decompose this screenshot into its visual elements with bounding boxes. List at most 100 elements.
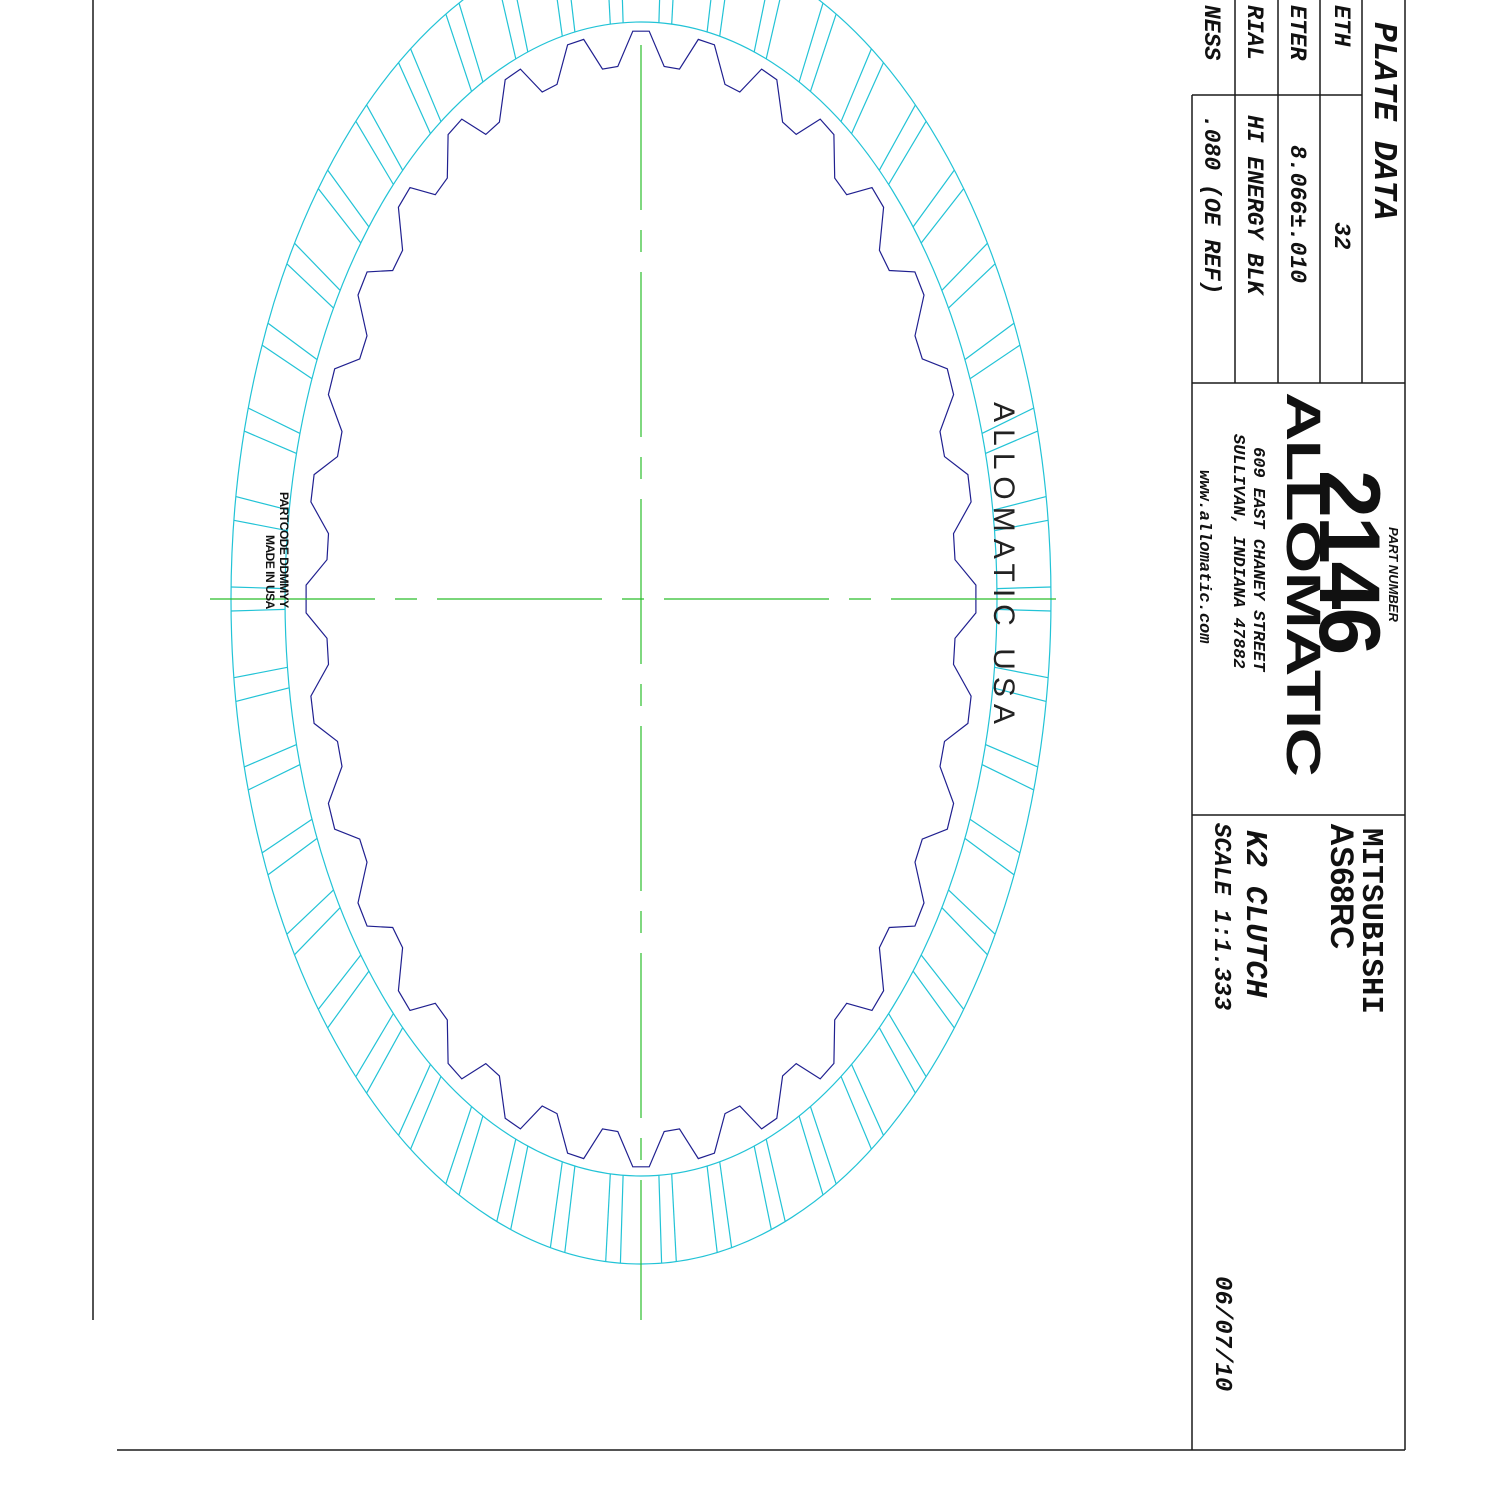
friction-groove-line bbox=[994, 519, 1049, 532]
center-lines bbox=[210, 45, 1073, 1320]
friction-groove-line bbox=[878, 1027, 916, 1094]
plate-data-value-material: HI ENERGY BLK bbox=[1241, 115, 1267, 295]
plate-data-value-teeth: 32 bbox=[1328, 222, 1354, 250]
friction-groove-line bbox=[286, 263, 334, 309]
friction-groove-line bbox=[765, 0, 781, 60]
friction-groove-line bbox=[621, 0, 624, 23]
friction-groove-line bbox=[753, 1145, 772, 1230]
friction-groove-line bbox=[233, 519, 288, 532]
friction-groove-line bbox=[888, 120, 927, 185]
friction-groove-line bbox=[948, 889, 996, 935]
friction-groove-line bbox=[706, 1165, 718, 1253]
friction-groove-line bbox=[366, 104, 404, 171]
friction-groove-line bbox=[233, 666, 288, 679]
friction-groove-line bbox=[912, 970, 955, 1029]
friction-groove-line bbox=[878, 104, 916, 171]
friction-groove-line bbox=[445, 14, 473, 92]
friction-groove-line bbox=[556, 0, 563, 37]
friction-groove-line bbox=[994, 666, 1049, 679]
friction-groove-line bbox=[969, 344, 1021, 380]
friction-groove-line bbox=[355, 1013, 394, 1078]
friction-groove-line bbox=[570, 0, 576, 33]
friction-groove-line bbox=[996, 586, 1051, 590]
friction-groove-line bbox=[719, 1161, 733, 1248]
friction-groove-line bbox=[840, 48, 872, 122]
friction-groove-line bbox=[719, 0, 726, 37]
friction-groove-line bbox=[244, 744, 297, 768]
friction-groove-line bbox=[564, 1165, 576, 1253]
friction-groove-line bbox=[516, 0, 529, 53]
company-website: www.allomatic.com bbox=[1194, 470, 1213, 644]
friction-groove-line bbox=[294, 242, 341, 291]
friction-groove-line bbox=[510, 1145, 529, 1230]
friction-groove-line bbox=[671, 1173, 677, 1262]
friction-groove-line bbox=[798, 1115, 824, 1196]
friction-groove-line bbox=[261, 344, 313, 380]
friction-groove-line bbox=[317, 188, 362, 244]
friction-groove-line bbox=[941, 242, 988, 291]
friction-groove-line bbox=[981, 764, 1034, 791]
application-component: K2 CLUTCH bbox=[1237, 830, 1272, 998]
friction-groove-line bbox=[267, 837, 318, 876]
friction-groove-line bbox=[501, 0, 517, 60]
friction-groove-line bbox=[912, 169, 955, 228]
friction-groove-line bbox=[366, 1027, 404, 1094]
friction-groove-line bbox=[458, 2, 484, 83]
partcode-marking: PARTCODE DDMMYY bbox=[277, 492, 291, 608]
friction-groove-line bbox=[706, 0, 712, 33]
friction-groove-line bbox=[261, 818, 313, 854]
application-scale: SCALE 1:1.333 bbox=[1207, 823, 1234, 1011]
friction-groove-line bbox=[605, 1173, 611, 1262]
friction-groove-line bbox=[398, 1064, 432, 1136]
friction-groove-line bbox=[294, 907, 341, 956]
friction-groove-line bbox=[964, 837, 1015, 876]
friction-groove-line bbox=[964, 322, 1015, 361]
made-in-usa-marking: MADE IN USA bbox=[263, 535, 277, 609]
friction-groove-line bbox=[398, 62, 432, 134]
friction-groove-line bbox=[267, 322, 318, 361]
spline-teeth-profile bbox=[305, 30, 977, 1168]
plate-data-heading: PLATE DATA bbox=[1365, 22, 1402, 221]
friction-groove-line bbox=[985, 430, 1038, 454]
friction-groove-line bbox=[658, 0, 661, 23]
friction-groove-line bbox=[809, 1106, 837, 1184]
friction-groove-line bbox=[410, 1076, 442, 1150]
plate-data-value-diameter: 8.066±.010 bbox=[1284, 145, 1310, 284]
friction-groove-line bbox=[327, 169, 370, 228]
friction-groove-line bbox=[996, 608, 1051, 612]
plate-data-label-thickness: NESS bbox=[1198, 5, 1224, 61]
friction-groove-line bbox=[619, 1175, 624, 1264]
friction-groove-line bbox=[981, 407, 1034, 434]
friction-groove-line bbox=[496, 1138, 517, 1222]
friction-groove-line bbox=[445, 1106, 473, 1184]
friction-groove-line bbox=[248, 764, 301, 791]
friction-groove-line bbox=[809, 14, 837, 92]
friction-groove-line bbox=[244, 430, 297, 454]
friction-groove-line bbox=[969, 818, 1021, 854]
friction-groove-line bbox=[286, 889, 334, 935]
drawing-date: 06/07/10 bbox=[1208, 1276, 1235, 1392]
friction-groove-line bbox=[920, 188, 965, 244]
friction-groove-line bbox=[941, 907, 988, 956]
plate-data-label-diameter: ETER bbox=[1284, 5, 1310, 61]
friction-groove-line bbox=[671, 0, 674, 25]
friction-groove-line bbox=[992, 496, 1047, 511]
friction-groove-line bbox=[248, 407, 301, 434]
friction-groove-line bbox=[549, 1161, 563, 1248]
friction-groove-line bbox=[355, 120, 394, 185]
friction-groove-line bbox=[235, 687, 290, 702]
friction-groove-line bbox=[920, 954, 965, 1010]
friction-groove-line bbox=[753, 0, 766, 53]
friction-groove-line bbox=[458, 1115, 484, 1196]
plate-data-value-thickness: .080 (OE REF) bbox=[1198, 115, 1224, 295]
friction-groove-line bbox=[948, 263, 996, 309]
friction-groove-line bbox=[850, 62, 884, 134]
plate-brand-marking: ALLOMATIC USA bbox=[987, 402, 1020, 731]
friction-groove-line bbox=[327, 970, 370, 1029]
friction-groove-line bbox=[317, 954, 362, 1010]
friction-groove-line bbox=[840, 1076, 872, 1150]
allomatic-logo: ALLOMATIC bbox=[1276, 392, 1329, 776]
friction-groove-line bbox=[850, 1064, 884, 1136]
friction-groove-line bbox=[235, 496, 290, 511]
